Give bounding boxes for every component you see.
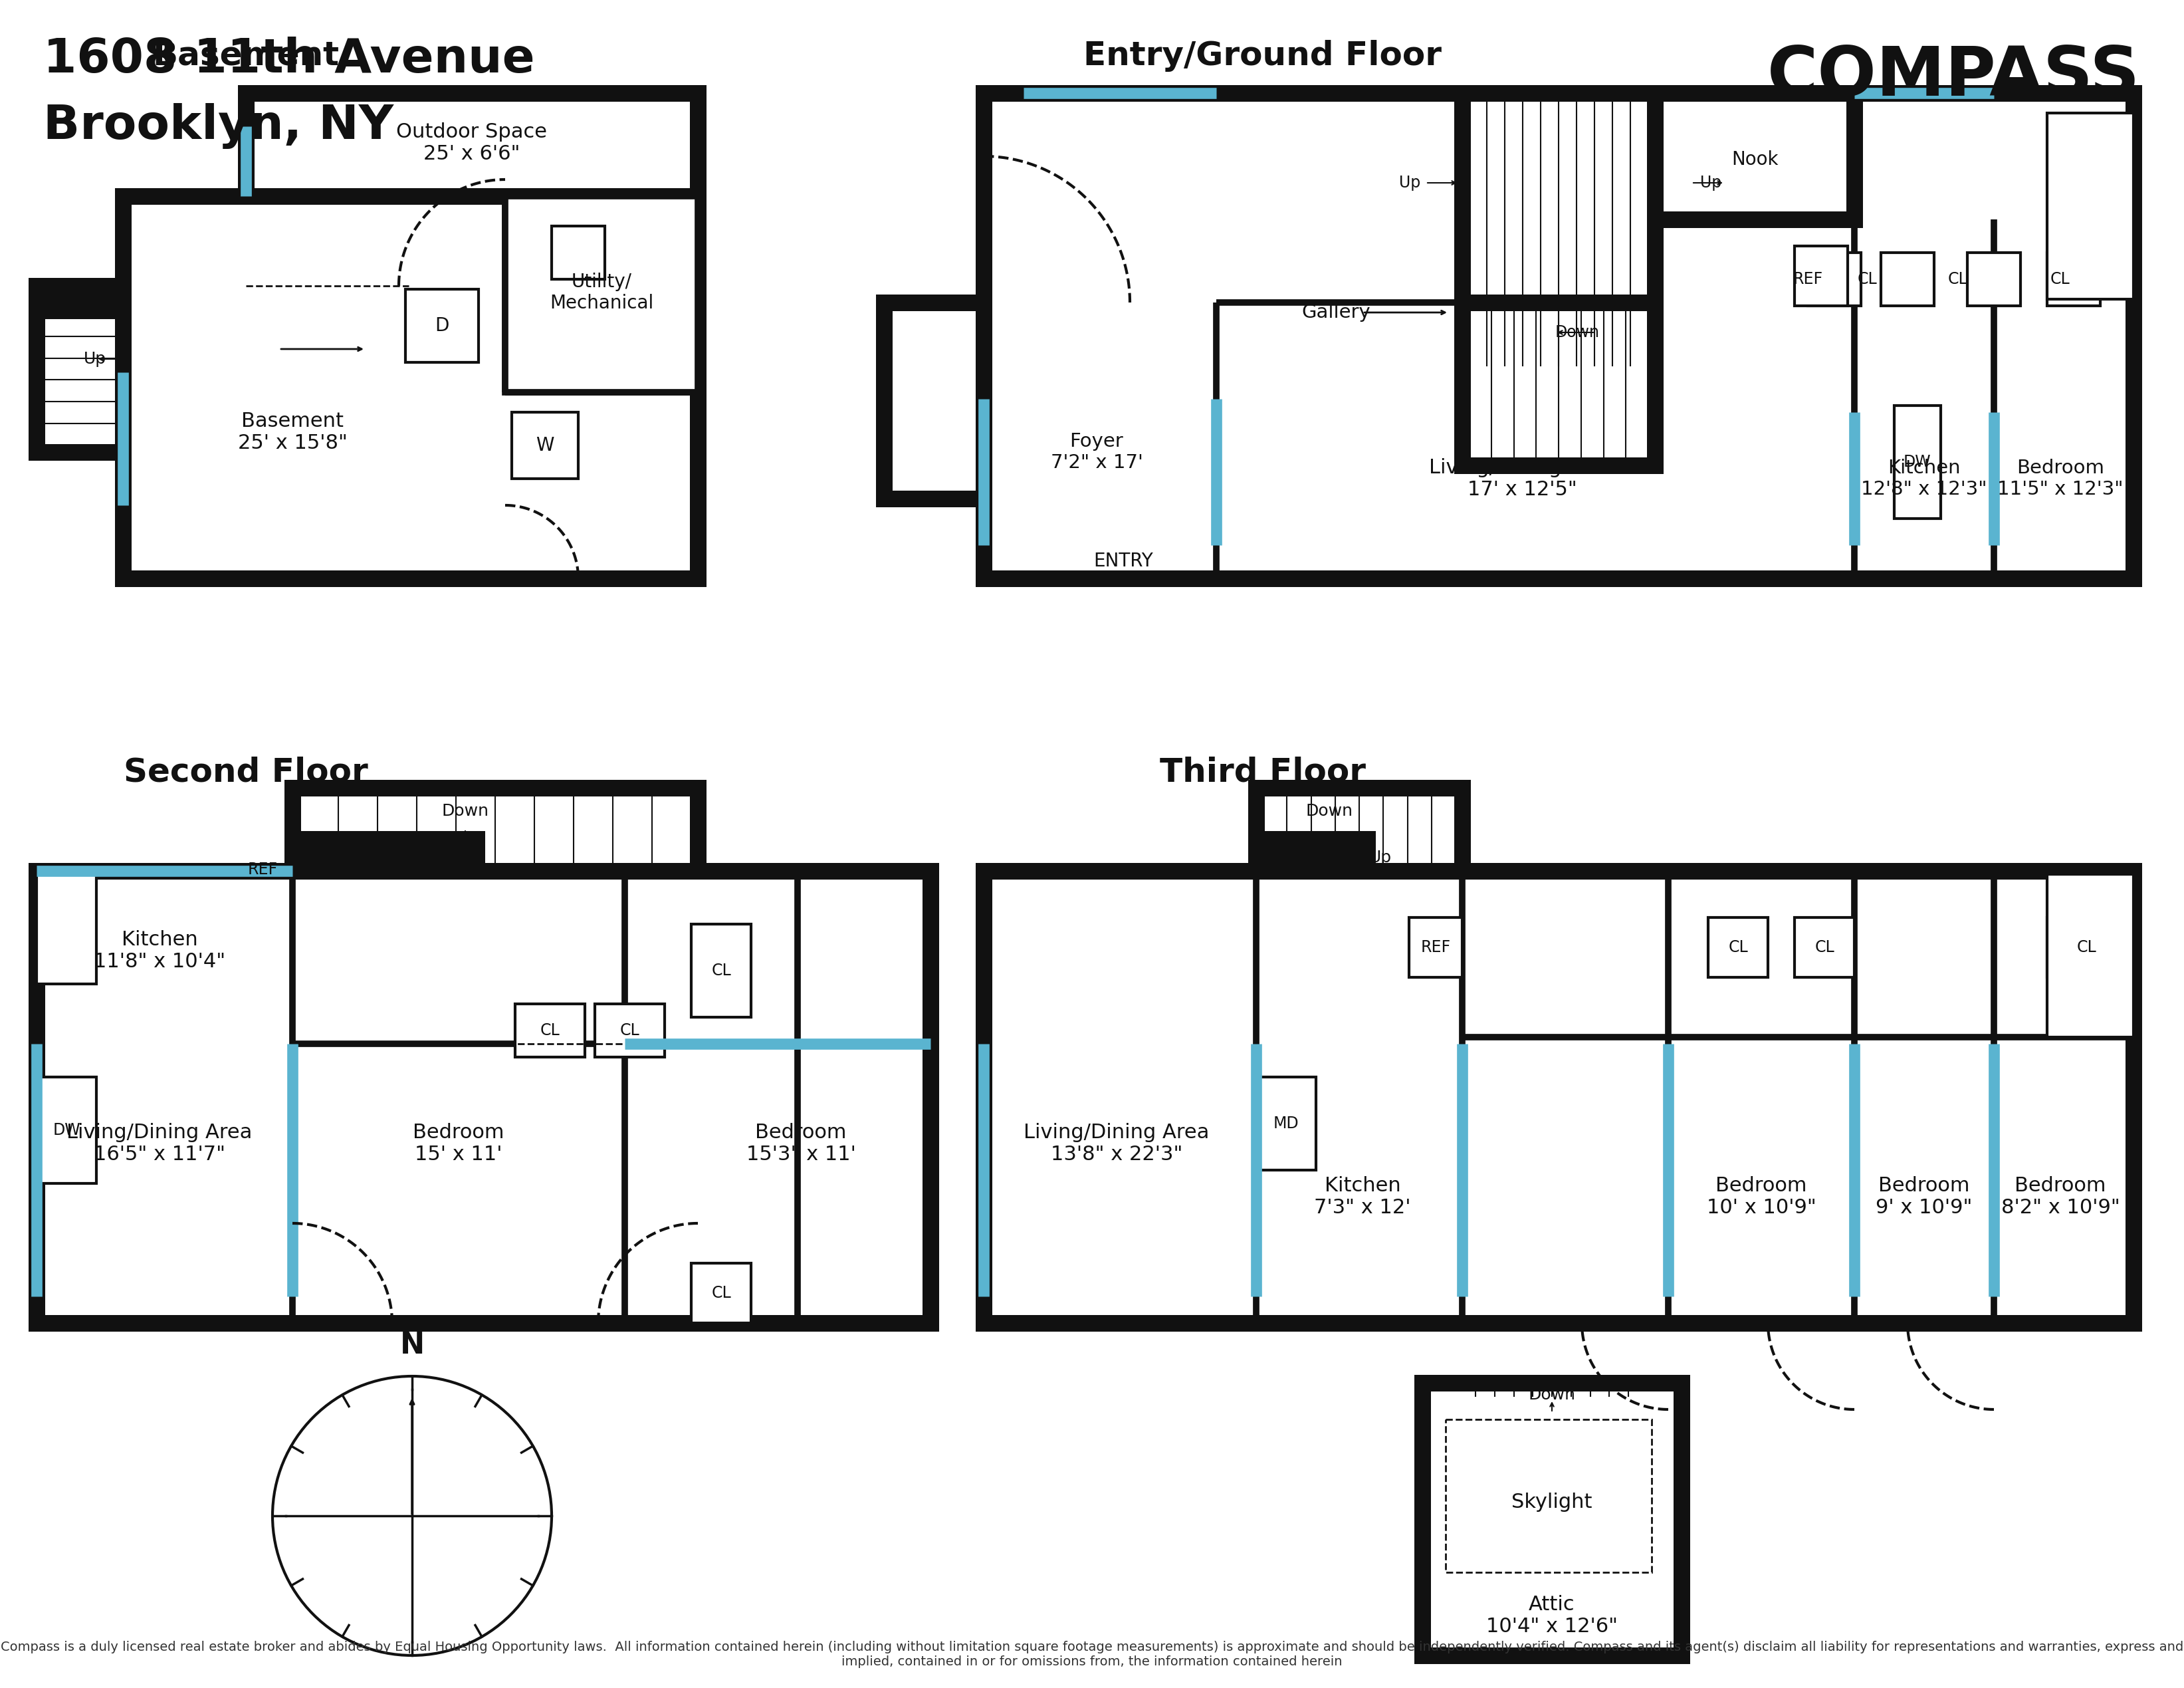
Text: REF: REF [1420, 940, 1450, 955]
Text: Kitchen
11'8" x 10'4": Kitchen 11'8" x 10'4" [94, 930, 225, 972]
Text: CL: CL [1815, 940, 1835, 955]
Bar [1968, 253, 2020, 306]
Bar [1256, 830, 1376, 871]
Text: Skylight: Skylight [1511, 1492, 1592, 1512]
Bar [505, 196, 699, 392]
Bar [37, 1077, 96, 1183]
Text: N: N [400, 1330, 424, 1359]
Bar [2046, 874, 2134, 1036]
Bar [690, 1263, 751, 1323]
Text: DW: DW [1902, 454, 1931, 469]
Bar [37, 871, 930, 1323]
Bar [1256, 788, 1463, 871]
Text: Nook: Nook [1732, 150, 1778, 169]
Bar [2046, 918, 2127, 977]
Text: Up: Up [1369, 849, 1391, 866]
Bar [1708, 918, 1767, 977]
Text: Bedroom
11'5" x 12'3": Bedroom 11'5" x 12'3" [1998, 459, 2123, 498]
Text: W: W [535, 436, 555, 454]
Bar [122, 196, 699, 579]
Bar [690, 923, 751, 1018]
Text: CL: CL [712, 1285, 732, 1301]
Bar [293, 830, 485, 871]
Text: Kitchen
12'8" x 12'3": Kitchen 12'8" x 12'3" [1861, 459, 1987, 498]
Text: Foyer
7'2" x 17': Foyer 7'2" x 17' [1051, 432, 1142, 473]
Text: CL: CL [1859, 272, 1878, 287]
Bar [1894, 405, 1942, 518]
Bar [515, 1004, 585, 1057]
Text: Living/Dining Area
17' x 12'5": Living/Dining Area 17' x 12'5" [1428, 457, 1614, 500]
Bar [1795, 918, 1854, 977]
Text: REF: REF [1793, 272, 1824, 287]
Text: MD: MD [1273, 1116, 1299, 1131]
Text: CL: CL [2051, 272, 2070, 287]
Bar [885, 302, 983, 498]
Bar [553, 226, 605, 279]
Bar [1463, 302, 1655, 466]
Text: REF: REF [247, 861, 277, 878]
Bar [247, 93, 699, 196]
Text: Bedroom
10' x 10'9": Bedroom 10' x 10'9" [1706, 1177, 1817, 1217]
Text: Down: Down [1306, 803, 1352, 819]
Text: Bedroom
8'2" x 10'9": Bedroom 8'2" x 10'9" [2001, 1177, 2121, 1217]
Bar [983, 93, 2134, 579]
Bar [406, 289, 478, 363]
Text: 1608 11th Avenue: 1608 11th Avenue [44, 37, 535, 83]
Text: Second Floor: Second Floor [124, 756, 369, 788]
Text: Down: Down [1555, 324, 1601, 341]
Text: CL: CL [712, 962, 732, 979]
Text: Bedroom
15' x 11': Bedroom 15' x 11' [413, 1123, 505, 1165]
Text: CL: CL [1948, 272, 1968, 287]
Text: Third Floor: Third Floor [1160, 756, 1365, 788]
Text: Down: Down [1529, 1388, 1575, 1403]
Bar [1795, 246, 1848, 306]
Text: Compass is a duly licensed real estate broker and abides by Equal Housing Opport: Compass is a duly licensed real estate b… [0, 1641, 2184, 1668]
Bar [594, 1004, 664, 1057]
Bar [293, 788, 699, 871]
Bar [37, 285, 122, 452]
Text: Living/Dining Area
13'8" x 22'3": Living/Dining Area 13'8" x 22'3" [1024, 1123, 1210, 1165]
Bar [511, 412, 579, 479]
Text: Outdoor Space
25' x 6'6": Outdoor Space 25' x 6'6" [397, 122, 548, 164]
Text: CL: CL [1728, 940, 1747, 955]
Bar [2046, 113, 2134, 299]
Text: Attic
10'4" x 12'6": Attic 10'4" x 12'6" [1485, 1595, 1618, 1636]
Bar [1256, 1077, 1317, 1170]
Text: CL: CL [539, 1023, 559, 1038]
Bar [1463, 93, 1655, 373]
Text: Up: Up [83, 351, 107, 366]
Text: Basement
25' x 15'8": Basement 25' x 15'8" [238, 412, 347, 452]
Bar [1655, 93, 1854, 219]
Text: Entry/Ground Floor: Entry/Ground Floor [1083, 41, 1441, 73]
Bar [1422, 1382, 1682, 1656]
Text: ENTRY: ENTRY [1094, 552, 1153, 571]
Text: Kitchen
7'3" x 12': Kitchen 7'3" x 12' [1315, 1177, 1411, 1217]
Text: D: D [435, 316, 450, 336]
Bar [1880, 253, 1935, 306]
Bar [1409, 918, 1463, 977]
Text: Down: Down [441, 803, 489, 819]
Text: CL: CL [2077, 940, 2097, 955]
Text: Up: Up [1699, 176, 1721, 191]
Text: DW: DW [52, 1123, 81, 1138]
Bar [983, 871, 2134, 1323]
Text: Utility/
Mechanical: Utility/ Mechanical [550, 272, 653, 312]
Bar [1808, 253, 1861, 306]
Text: Up: Up [1400, 176, 1420, 191]
Text: COMPASS: COMPASS [1767, 44, 2140, 110]
Text: Brooklyn, NY: Brooklyn, NY [44, 103, 393, 149]
Text: Basement: Basement [153, 41, 339, 73]
Bar [1446, 1420, 1651, 1572]
Bar [37, 285, 122, 319]
Bar [37, 874, 96, 984]
Text: CL: CL [620, 1023, 640, 1038]
Text: Bedroom
9' x 10'9": Bedroom 9' x 10'9" [1876, 1177, 1972, 1217]
Text: Gallery: Gallery [1302, 304, 1369, 322]
Text: Living/Dining Area
16'5" x 11'7": Living/Dining Area 16'5" x 11'7" [68, 1123, 253, 1165]
Bar [2046, 253, 2101, 306]
Text: Bedroom
15'3" x 11': Bedroom 15'3" x 11' [747, 1123, 856, 1165]
